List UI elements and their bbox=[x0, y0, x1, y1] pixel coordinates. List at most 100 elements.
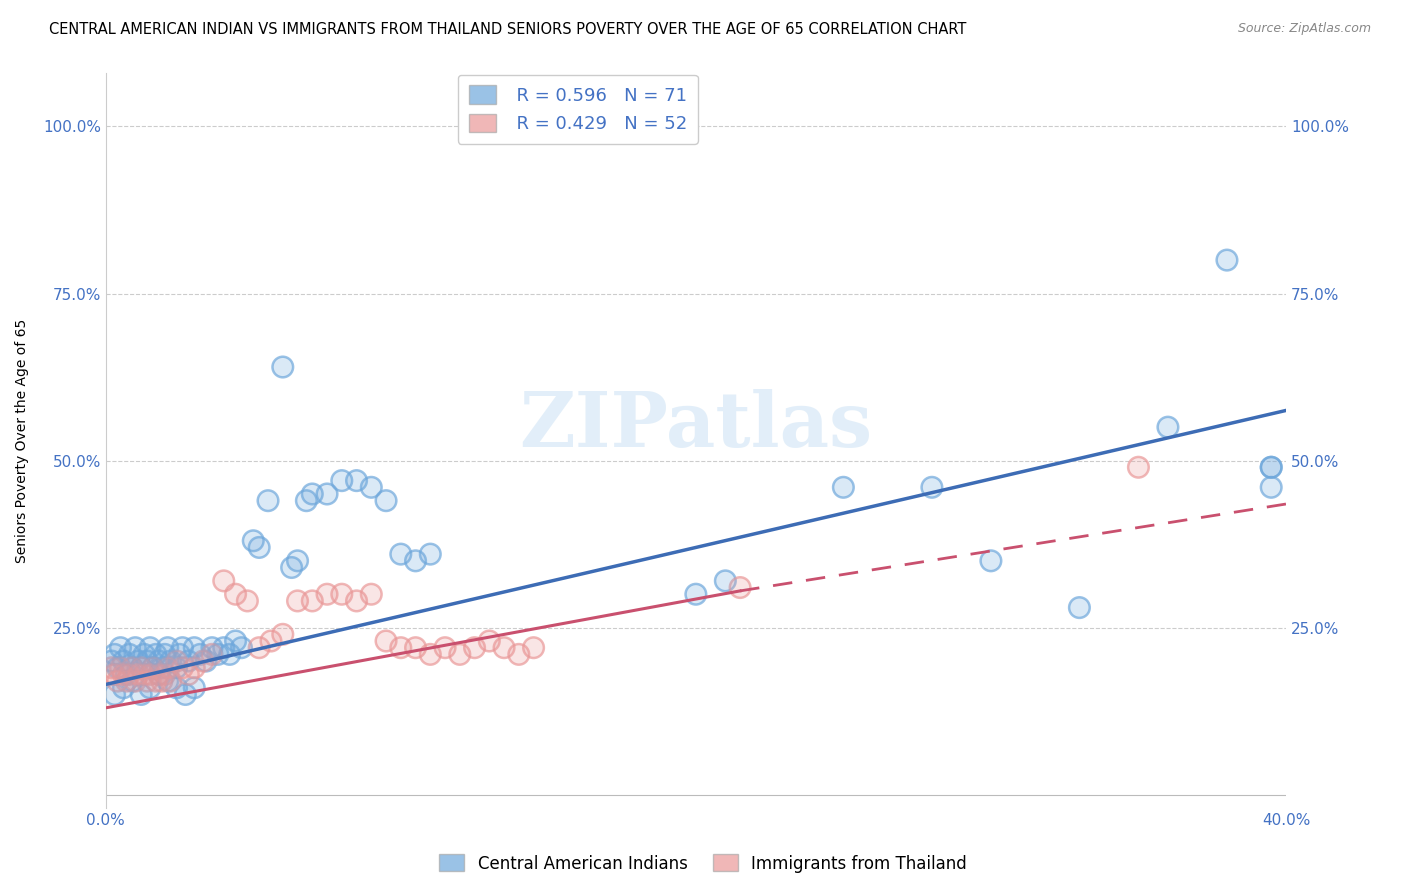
Point bbox=[1157, 420, 1180, 434]
Point bbox=[295, 493, 318, 508]
Point bbox=[166, 661, 188, 675]
Point bbox=[183, 661, 205, 675]
Point bbox=[153, 667, 176, 681]
Point bbox=[316, 487, 339, 501]
Point bbox=[260, 634, 283, 648]
Point bbox=[728, 581, 751, 595]
Point bbox=[207, 648, 229, 662]
Point bbox=[129, 661, 152, 675]
Point bbox=[169, 648, 191, 662]
Point bbox=[110, 640, 132, 655]
Point bbox=[142, 661, 165, 675]
Point bbox=[1216, 253, 1239, 268]
Point bbox=[271, 627, 294, 641]
Point bbox=[280, 560, 302, 574]
Point bbox=[330, 474, 353, 488]
Point bbox=[434, 640, 457, 655]
Point bbox=[1128, 460, 1150, 475]
Point bbox=[174, 688, 197, 702]
Point bbox=[104, 667, 127, 681]
Point bbox=[330, 474, 353, 488]
Point bbox=[142, 661, 165, 675]
Point bbox=[389, 640, 412, 655]
Point bbox=[1260, 460, 1282, 475]
Point bbox=[1260, 460, 1282, 475]
Point bbox=[316, 487, 339, 501]
Point bbox=[522, 640, 544, 655]
Point bbox=[112, 681, 135, 695]
Point bbox=[183, 640, 205, 655]
Point bbox=[346, 474, 368, 488]
Point bbox=[287, 554, 309, 568]
Point bbox=[132, 648, 155, 662]
Point bbox=[225, 587, 247, 601]
Point bbox=[389, 640, 412, 655]
Point bbox=[449, 648, 471, 662]
Point bbox=[478, 634, 501, 648]
Point bbox=[127, 667, 149, 681]
Point bbox=[191, 654, 214, 668]
Point bbox=[242, 533, 264, 548]
Point bbox=[107, 661, 129, 675]
Point bbox=[280, 560, 302, 574]
Point bbox=[150, 661, 173, 675]
Point bbox=[183, 681, 205, 695]
Point bbox=[166, 661, 188, 675]
Point bbox=[145, 648, 167, 662]
Point bbox=[478, 634, 501, 648]
Point bbox=[110, 661, 132, 675]
Point bbox=[121, 674, 143, 689]
Point bbox=[1260, 480, 1282, 494]
Point bbox=[156, 661, 179, 675]
Point bbox=[1216, 253, 1239, 268]
Point bbox=[195, 654, 218, 668]
Legend:   R = 0.596   N = 71,   R = 0.429   N = 52: R = 0.596 N = 71, R = 0.429 N = 52 bbox=[458, 75, 697, 144]
Point bbox=[212, 574, 235, 588]
Point bbox=[142, 661, 165, 675]
Point bbox=[183, 640, 205, 655]
Point bbox=[112, 667, 135, 681]
Point bbox=[100, 661, 122, 675]
Y-axis label: Seniors Poverty Over the Age of 65: Seniors Poverty Over the Age of 65 bbox=[15, 318, 30, 563]
Point bbox=[115, 667, 138, 681]
Point bbox=[375, 493, 398, 508]
Point bbox=[166, 681, 188, 695]
Point bbox=[212, 640, 235, 655]
Point bbox=[832, 480, 855, 494]
Point bbox=[115, 674, 138, 689]
Point bbox=[118, 667, 141, 681]
Point bbox=[301, 487, 323, 501]
Point bbox=[714, 574, 737, 588]
Point bbox=[1157, 420, 1180, 434]
Point bbox=[112, 654, 135, 668]
Point bbox=[980, 554, 1002, 568]
Point bbox=[100, 654, 122, 668]
Point bbox=[153, 648, 176, 662]
Point bbox=[100, 654, 122, 668]
Point bbox=[301, 487, 323, 501]
Point bbox=[225, 587, 247, 601]
Point bbox=[172, 640, 194, 655]
Point bbox=[172, 661, 194, 675]
Point bbox=[188, 648, 211, 662]
Point bbox=[127, 667, 149, 681]
Point bbox=[225, 634, 247, 648]
Point bbox=[110, 661, 132, 675]
Point bbox=[494, 640, 516, 655]
Point bbox=[156, 640, 179, 655]
Point bbox=[159, 654, 181, 668]
Point bbox=[139, 681, 162, 695]
Point bbox=[129, 661, 152, 675]
Point bbox=[104, 648, 127, 662]
Point bbox=[201, 648, 224, 662]
Point bbox=[218, 648, 240, 662]
Text: ZIPatlas: ZIPatlas bbox=[519, 389, 872, 463]
Point bbox=[405, 640, 427, 655]
Point bbox=[118, 648, 141, 662]
Point bbox=[148, 667, 170, 681]
Point bbox=[231, 640, 253, 655]
Point bbox=[375, 634, 398, 648]
Point bbox=[169, 648, 191, 662]
Point bbox=[115, 667, 138, 681]
Point bbox=[405, 554, 427, 568]
